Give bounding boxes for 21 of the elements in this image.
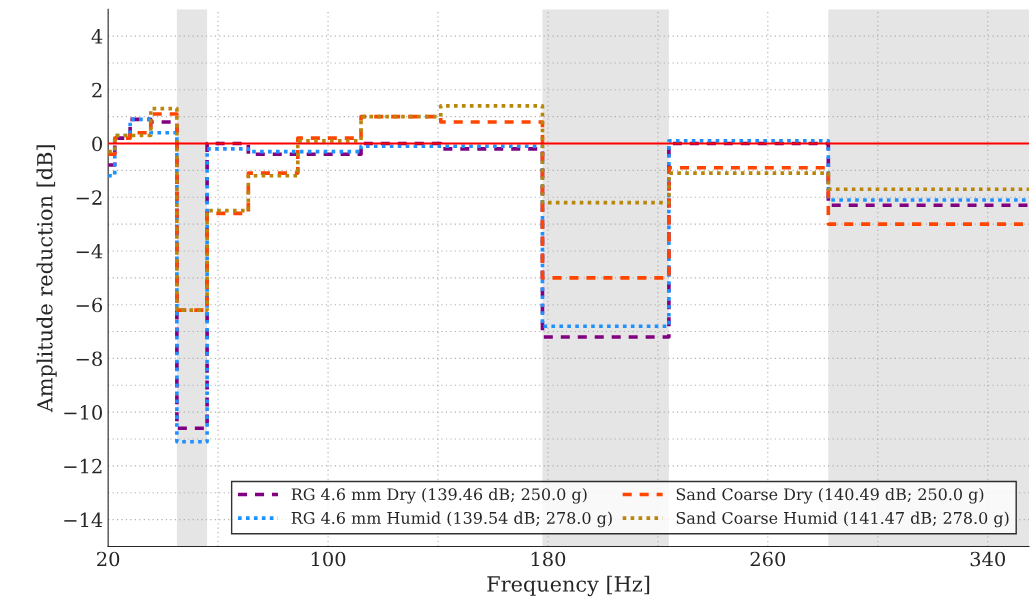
y-tick-label: 4 — [91, 29, 103, 44]
y-tick-label: −6 — [76, 297, 103, 313]
y-tick-label: 2 — [92, 82, 102, 98]
x-axis-title: Frequency [Hz] — [487, 575, 650, 597]
y-tick-label: 0 — [92, 136, 102, 152]
y-tick-label: −12 — [64, 458, 102, 474]
y-tick-label: −14 — [64, 512, 103, 527]
y-tick-label: −2 — [76, 190, 102, 205]
legend-label: RG 4.6 mm Dry (139.46 dB; 250.0 g) — [291, 487, 587, 504]
y-tick-label: −8 — [76, 351, 102, 367]
x-tick-label: 180 — [531, 551, 566, 567]
legend-label: RG 4.6 mm Humid (139.54 dB; 278.0 g) — [291, 511, 612, 528]
x-tick-label: 100 — [311, 551, 346, 567]
x-tick-label: 20 — [97, 551, 120, 567]
x-tick-label: 260 — [750, 551, 786, 567]
y-tick-label: −4 — [76, 243, 103, 259]
y-axis-title: Amplitude reduction [dB] — [36, 145, 57, 413]
legend-label: Sand Coarse Humid (141.47 dB; 278.0 g) — [676, 511, 1009, 528]
x-tick-label: 340 — [970, 551, 1005, 567]
y-tick-label: −10 — [64, 405, 102, 420]
legend-label: Sand Coarse Dry (140.49 dB; 250.0 g) — [676, 487, 984, 504]
